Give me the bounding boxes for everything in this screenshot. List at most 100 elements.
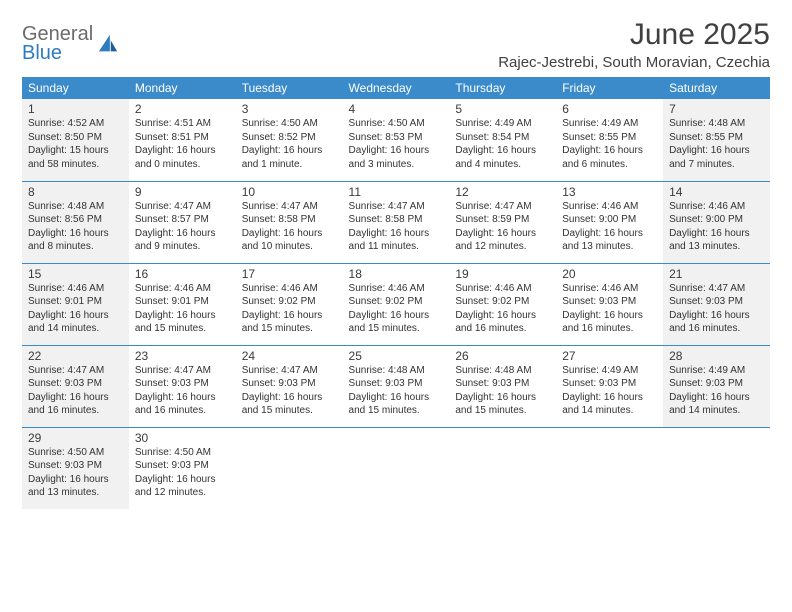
day-number: 3 (242, 102, 337, 116)
day-info-line: and 15 minutes. (242, 404, 337, 418)
day-info-line: Sunset: 8:53 PM (349, 131, 444, 145)
day-info-line: Daylight: 16 hours (349, 227, 444, 241)
day-number: 15 (28, 267, 123, 281)
day-info-line: Sunset: 9:02 PM (242, 295, 337, 309)
day-info-line: Sunset: 8:52 PM (242, 131, 337, 145)
day-info-line: Sunset: 9:03 PM (135, 459, 230, 473)
day-number: 8 (28, 185, 123, 199)
day-info-line: Sunrise: 4:50 AM (242, 117, 337, 131)
day-info-line: and 15 minutes. (455, 404, 550, 418)
day-info-line: Daylight: 16 hours (242, 144, 337, 158)
day-number: 29 (28, 431, 123, 445)
day-info-line: Sunset: 8:56 PM (28, 213, 123, 227)
day-info-line: Daylight: 16 hours (562, 309, 657, 323)
day-info-line: and 14 minutes. (28, 322, 123, 336)
day-info-line: Daylight: 16 hours (135, 391, 230, 405)
day-number: 1 (28, 102, 123, 116)
day-info-line: Sunset: 9:00 PM (562, 213, 657, 227)
day-info-line: Sunset: 8:54 PM (455, 131, 550, 145)
day-info-line: Sunrise: 4:49 AM (562, 117, 657, 131)
calendar-day-cell: 23Sunrise: 4:47 AMSunset: 9:03 PMDayligh… (129, 345, 236, 427)
day-info-line: Daylight: 16 hours (135, 309, 230, 323)
day-info-line: Sunset: 9:03 PM (28, 377, 123, 391)
calendar-empty-cell (343, 427, 450, 509)
day-info-line: Sunrise: 4:47 AM (669, 282, 764, 296)
brand-text: General Blue (22, 24, 93, 63)
calendar-week-row: 8Sunrise: 4:48 AMSunset: 8:56 PM Daylight… (22, 181, 770, 263)
calendar-day-cell: 2Sunrise: 4:51 AMSunset: 8:51 PMDaylight… (129, 99, 236, 181)
calendar-day-cell: 6Sunrise: 4:49 AMSunset: 8:55 PMDaylight… (556, 99, 663, 181)
day-info-line: Sunrise: 4:46 AM (669, 200, 764, 214)
day-info-line: Sunrise: 4:47 AM (242, 200, 337, 214)
day-number: 6 (562, 102, 657, 116)
day-info-line: Daylight: 16 hours (562, 391, 657, 405)
day-info-line: Daylight: 16 hours (28, 473, 123, 487)
day-info-line: Sunset: 9:03 PM (562, 377, 657, 391)
day-info-line: and 6 minutes. (562, 158, 657, 172)
column-header: Monday (129, 77, 236, 99)
day-info-line: Sunset: 8:58 PM (349, 213, 444, 227)
calendar-day-cell: 3Sunrise: 4:50 AMSunset: 8:52 PMDaylight… (236, 99, 343, 181)
column-header: Friday (556, 77, 663, 99)
day-info-line: Sunset: 8:51 PM (135, 131, 230, 145)
calendar-day-cell: 20Sunrise: 4:46 AMSunset: 9:03 PMDayligh… (556, 263, 663, 345)
day-info-line: Sunrise: 4:49 AM (455, 117, 550, 131)
day-info-line: Sunrise: 4:46 AM (242, 282, 337, 296)
day-info-line: Sunset: 8:57 PM (135, 213, 230, 227)
day-info-line: and 16 minutes. (135, 404, 230, 418)
day-number: 14 (669, 185, 764, 199)
day-info-line: and 7 minutes. (669, 158, 764, 172)
day-number: 7 (669, 102, 764, 116)
day-info-line: Sunrise: 4:48 AM (669, 117, 764, 131)
calendar-week-row: 29Sunrise: 4:50 AMSunset: 9:03 PMDayligh… (22, 427, 770, 509)
day-info-line: and 15 minutes. (242, 322, 337, 336)
calendar-day-cell: 10Sunrise: 4:47 AMSunset: 8:58 PMDayligh… (236, 181, 343, 263)
day-info-line: Sunrise: 4:48 AM (28, 200, 123, 214)
day-info-line: Daylight: 16 hours (349, 391, 444, 405)
day-info-line: Daylight: 16 hours (135, 144, 230, 158)
day-info-line: Sunset: 9:03 PM (28, 459, 123, 473)
day-info-line: Daylight: 16 hours (669, 144, 764, 158)
day-info-line: and 9 minutes. (135, 240, 230, 254)
day-number: 17 (242, 267, 337, 281)
calendar-empty-cell (236, 427, 343, 509)
day-info-line: Sunrise: 4:46 AM (562, 200, 657, 214)
calendar-day-cell: 9Sunrise: 4:47 AMSunset: 8:57 PMDaylight… (129, 181, 236, 263)
day-info-line: Sunrise: 4:47 AM (135, 200, 230, 214)
day-number: 4 (349, 102, 444, 116)
calendar-day-cell: 7Sunrise: 4:48 AMSunset: 8:55 PMDaylight… (663, 99, 770, 181)
day-number: 18 (349, 267, 444, 281)
day-number: 9 (135, 185, 230, 199)
day-info-line: Daylight: 16 hours (28, 309, 123, 323)
calendar-day-cell: 27Sunrise: 4:49 AMSunset: 9:03 PMDayligh… (556, 345, 663, 427)
day-number: 11 (349, 185, 444, 199)
calendar-day-cell: 18Sunrise: 4:46 AMSunset: 9:02 PMDayligh… (343, 263, 450, 345)
day-info-line: Sunset: 9:03 PM (669, 377, 764, 391)
day-info-line: Sunrise: 4:51 AM (135, 117, 230, 131)
day-info-line: Daylight: 16 hours (455, 144, 550, 158)
day-number: 28 (669, 349, 764, 363)
brand-logo: General Blue (22, 18, 119, 63)
day-number: 22 (28, 349, 123, 363)
day-info-line: and 12 minutes. (135, 486, 230, 500)
day-info-line: Sunset: 9:02 PM (349, 295, 444, 309)
day-info-line: and 0 minutes. (135, 158, 230, 172)
day-info-line: and 13 minutes. (669, 240, 764, 254)
day-info-line: and 11 minutes. (349, 240, 444, 254)
day-info-line: Sunset: 9:03 PM (669, 295, 764, 309)
day-number: 5 (455, 102, 550, 116)
column-header: Saturday (663, 77, 770, 99)
calendar-day-cell: 14Sunrise: 4:46 AMSunset: 9:00 PMDayligh… (663, 181, 770, 263)
day-number: 25 (349, 349, 444, 363)
day-info-line: and 15 minutes. (349, 404, 444, 418)
calendar-day-cell: 30Sunrise: 4:50 AMSunset: 9:03 PMDayligh… (129, 427, 236, 509)
day-info-line: Sunrise: 4:52 AM (28, 117, 123, 131)
day-info-line: Sunrise: 4:47 AM (135, 364, 230, 378)
day-info-line: Daylight: 16 hours (562, 144, 657, 158)
day-info-line: Sunset: 8:55 PM (669, 131, 764, 145)
day-number: 10 (242, 185, 337, 199)
day-number: 12 (455, 185, 550, 199)
day-info-line: Sunset: 8:50 PM (28, 131, 123, 145)
calendar-day-cell: 26Sunrise: 4:48 AMSunset: 9:03 PMDayligh… (449, 345, 556, 427)
day-info-line: Sunset: 9:03 PM (135, 377, 230, 391)
